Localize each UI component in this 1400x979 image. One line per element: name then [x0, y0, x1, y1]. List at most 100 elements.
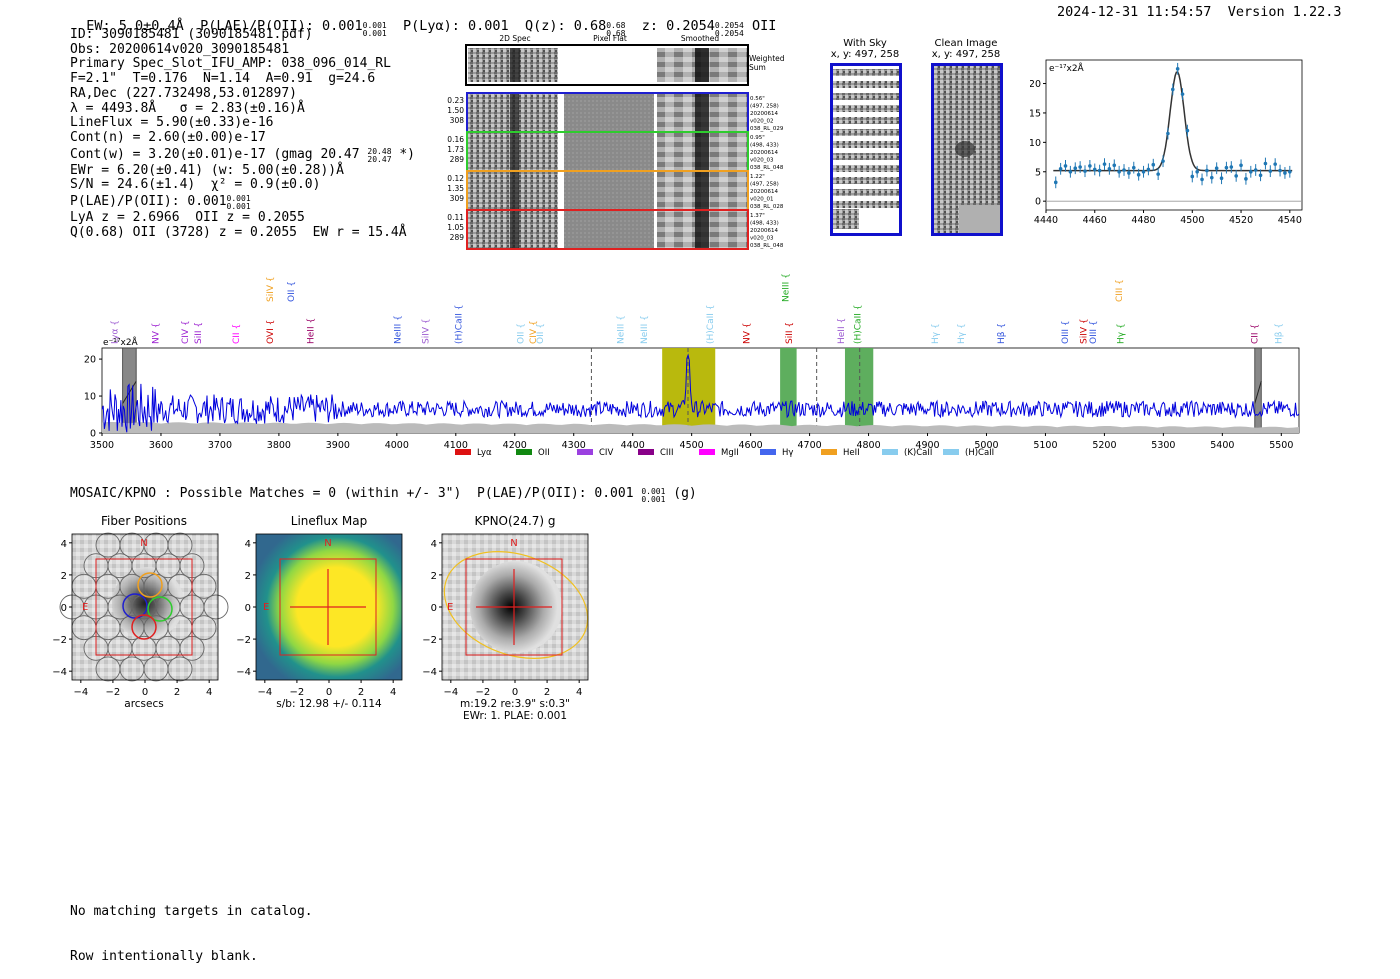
legend-swatch [638, 449, 654, 455]
zoom-data-point [1283, 171, 1287, 175]
cutout-row-border [466, 209, 749, 250]
legend-label: CIV [599, 448, 613, 458]
zoom-ytick-label: 15 [1030, 108, 1041, 119]
panel-ytick-label: 0 [245, 603, 251, 614]
panel-xtick-label: 4 [206, 687, 212, 698]
sky-stripe [833, 209, 859, 229]
spectrum-highlight-band [662, 348, 716, 433]
zoom-data-point [1214, 166, 1219, 171]
fiber-orange [137, 572, 163, 598]
spectrum-xtick-label: 4300 [562, 440, 586, 451]
spectrum-line-label: OVI { [266, 320, 276, 344]
zoom-data-point [1180, 92, 1185, 96]
spectrum-line-label: SiIV { [1080, 318, 1090, 344]
spectrum-line-label: HeII { [837, 318, 847, 344]
zoom-data-point [1122, 168, 1126, 172]
weighted-label-1: Weighted [749, 54, 785, 63]
spectrum-ytick-label: 0 [90, 429, 96, 440]
legend-swatch [760, 449, 776, 455]
info-contw-b: *) [399, 146, 415, 162]
full-spectrum: Lyα {NV {CIV {SiII {CII {SiIV {OII {OVI … [84, 273, 1300, 458]
with-sky-label: With Sky [843, 38, 887, 49]
info-contw-lo: 20.47 [367, 154, 392, 164]
zoom-data-point [1288, 169, 1292, 174]
zoom-data-point [1053, 180, 1058, 185]
panel-xtick-label: −2 [106, 687, 121, 698]
compass-e-2: E [263, 602, 269, 613]
header-plae: P(LAE)/P(OII): 0.001 [200, 18, 363, 34]
spectrum-line-label: Hγ { [1116, 323, 1126, 344]
mosaic-lo: 0.001 [641, 495, 666, 504]
legend-label: (K)CaII [904, 448, 932, 458]
cutout-right-value: 1.37" [750, 213, 765, 219]
spectrum-line-label: CIV { [529, 320, 539, 344]
cutout-right-value: v020_03 [750, 236, 774, 242]
sky-stripe [833, 177, 899, 184]
spectrum-xtick-label: 4900 [915, 440, 939, 451]
panel-xtick-label: 0 [326, 687, 332, 698]
zoom-data-point [1166, 131, 1170, 136]
sky-stripe [833, 105, 899, 112]
header-z-lo: 0.2054 [714, 29, 744, 38]
fiber-circle [167, 532, 193, 558]
header-right: 2024-12-31 11:54:57 Version 1.22.3 [1057, 4, 1342, 20]
panel-lineflux-map: Lineflux Map N E 4 2 0 −2 −4 −4 −2 0 2 4 s/b: 12.… [236, 514, 403, 710]
cutout-left-value: 289 [450, 155, 465, 164]
zoom-ytick-label: 20 [1030, 79, 1041, 90]
info-ewr: EWr = 6.20(±0.41) (w: 5.00(±0.28))Å [70, 162, 344, 178]
header-ew: EW: 5.0±0.4Å [86, 18, 184, 34]
zoom-xtick-label: 4440 [1034, 215, 1058, 226]
panel-ytick-label: −4 [236, 667, 251, 678]
legend-swatch [516, 449, 532, 455]
info-plae: P(LAE)/P(OII): 0.0010.001 0.001 [70, 193, 470, 211]
zoom-data-point [1146, 167, 1151, 172]
cutout-pixelflat [564, 94, 654, 131]
panel-title-lineflux: Lineflux Map [291, 514, 367, 528]
header-z-up: 0.2054 [714, 21, 744, 30]
spectrum-xtick-label: 5300 [1151, 440, 1175, 451]
cutout-2dspec-line [510, 94, 519, 131]
sky-stripe [833, 165, 899, 172]
legend-swatch [821, 449, 837, 455]
legend-swatch [943, 449, 959, 455]
panel-xtick-label: 4 [576, 687, 582, 698]
panel-title-kpno: KPNO(24.7) g [474, 514, 555, 528]
spectrum-line-label: OIII { [1061, 320, 1071, 344]
info-radec: RA,Dec (227.732498,53.012897) [70, 85, 297, 101]
cutout-right-value: (497, 258) [750, 182, 779, 188]
fiber-green [147, 596, 173, 622]
cutout-pixelflat [564, 211, 654, 248]
cutout-smoothed-line [695, 211, 709, 248]
info-plae-a: P(LAE)/P(OII): 0.001 [70, 194, 227, 210]
kpno-ellipse [443, 551, 589, 659]
sky-stripe [833, 153, 899, 160]
header-summary: EW: 5.0±0.4Å P(LAE)/P(OII): 0.0010.001 0.… [70, 2, 776, 38]
info-obs: Obs: 20200614v020_3090185481 [70, 41, 290, 57]
legend-swatch [577, 449, 593, 455]
zoom-data-point [1258, 173, 1263, 178]
cutout-left-value: 0.12 [447, 174, 464, 183]
spectrum-error-band [102, 422, 1299, 433]
clean-coords: x, y: 497, 258 [931, 49, 1001, 60]
header-z: z: 0.2054 [641, 18, 715, 34]
with-sky-image [830, 63, 902, 236]
header-z-line: OII [751, 18, 777, 34]
panel-ytick-label: 4 [431, 539, 437, 550]
spectrum-highlight-band [780, 348, 797, 433]
mosaic-line: MOSAIC/KPNO : Possible Matches = 0 (with… [70, 486, 697, 504]
panel-ytick-label: 2 [245, 571, 251, 582]
spectrum-xtick-label: 4800 [856, 440, 880, 451]
cutout-right-value: 0.95" [750, 135, 765, 141]
spectrum-line-label: OIII { [1089, 320, 1099, 344]
spectrum-xtick-label: 5200 [1092, 440, 1116, 451]
compass-n-2: N [324, 538, 331, 549]
zoom-data-point [1058, 167, 1063, 171]
cutout-left-value: 308 [450, 116, 465, 125]
footer: No matching targets in catalog. Row inte… [70, 876, 313, 979]
info-contn: Cont(n) = 2.60(±0.00)e-17 [70, 129, 266, 145]
cutout-left-value: 0.16 [447, 135, 464, 144]
info-plae-up: 0.001 [226, 194, 251, 204]
with-sky-title: With Sky x, y: 497, 258 [820, 38, 910, 60]
cutout-smoothed-line [695, 94, 709, 131]
